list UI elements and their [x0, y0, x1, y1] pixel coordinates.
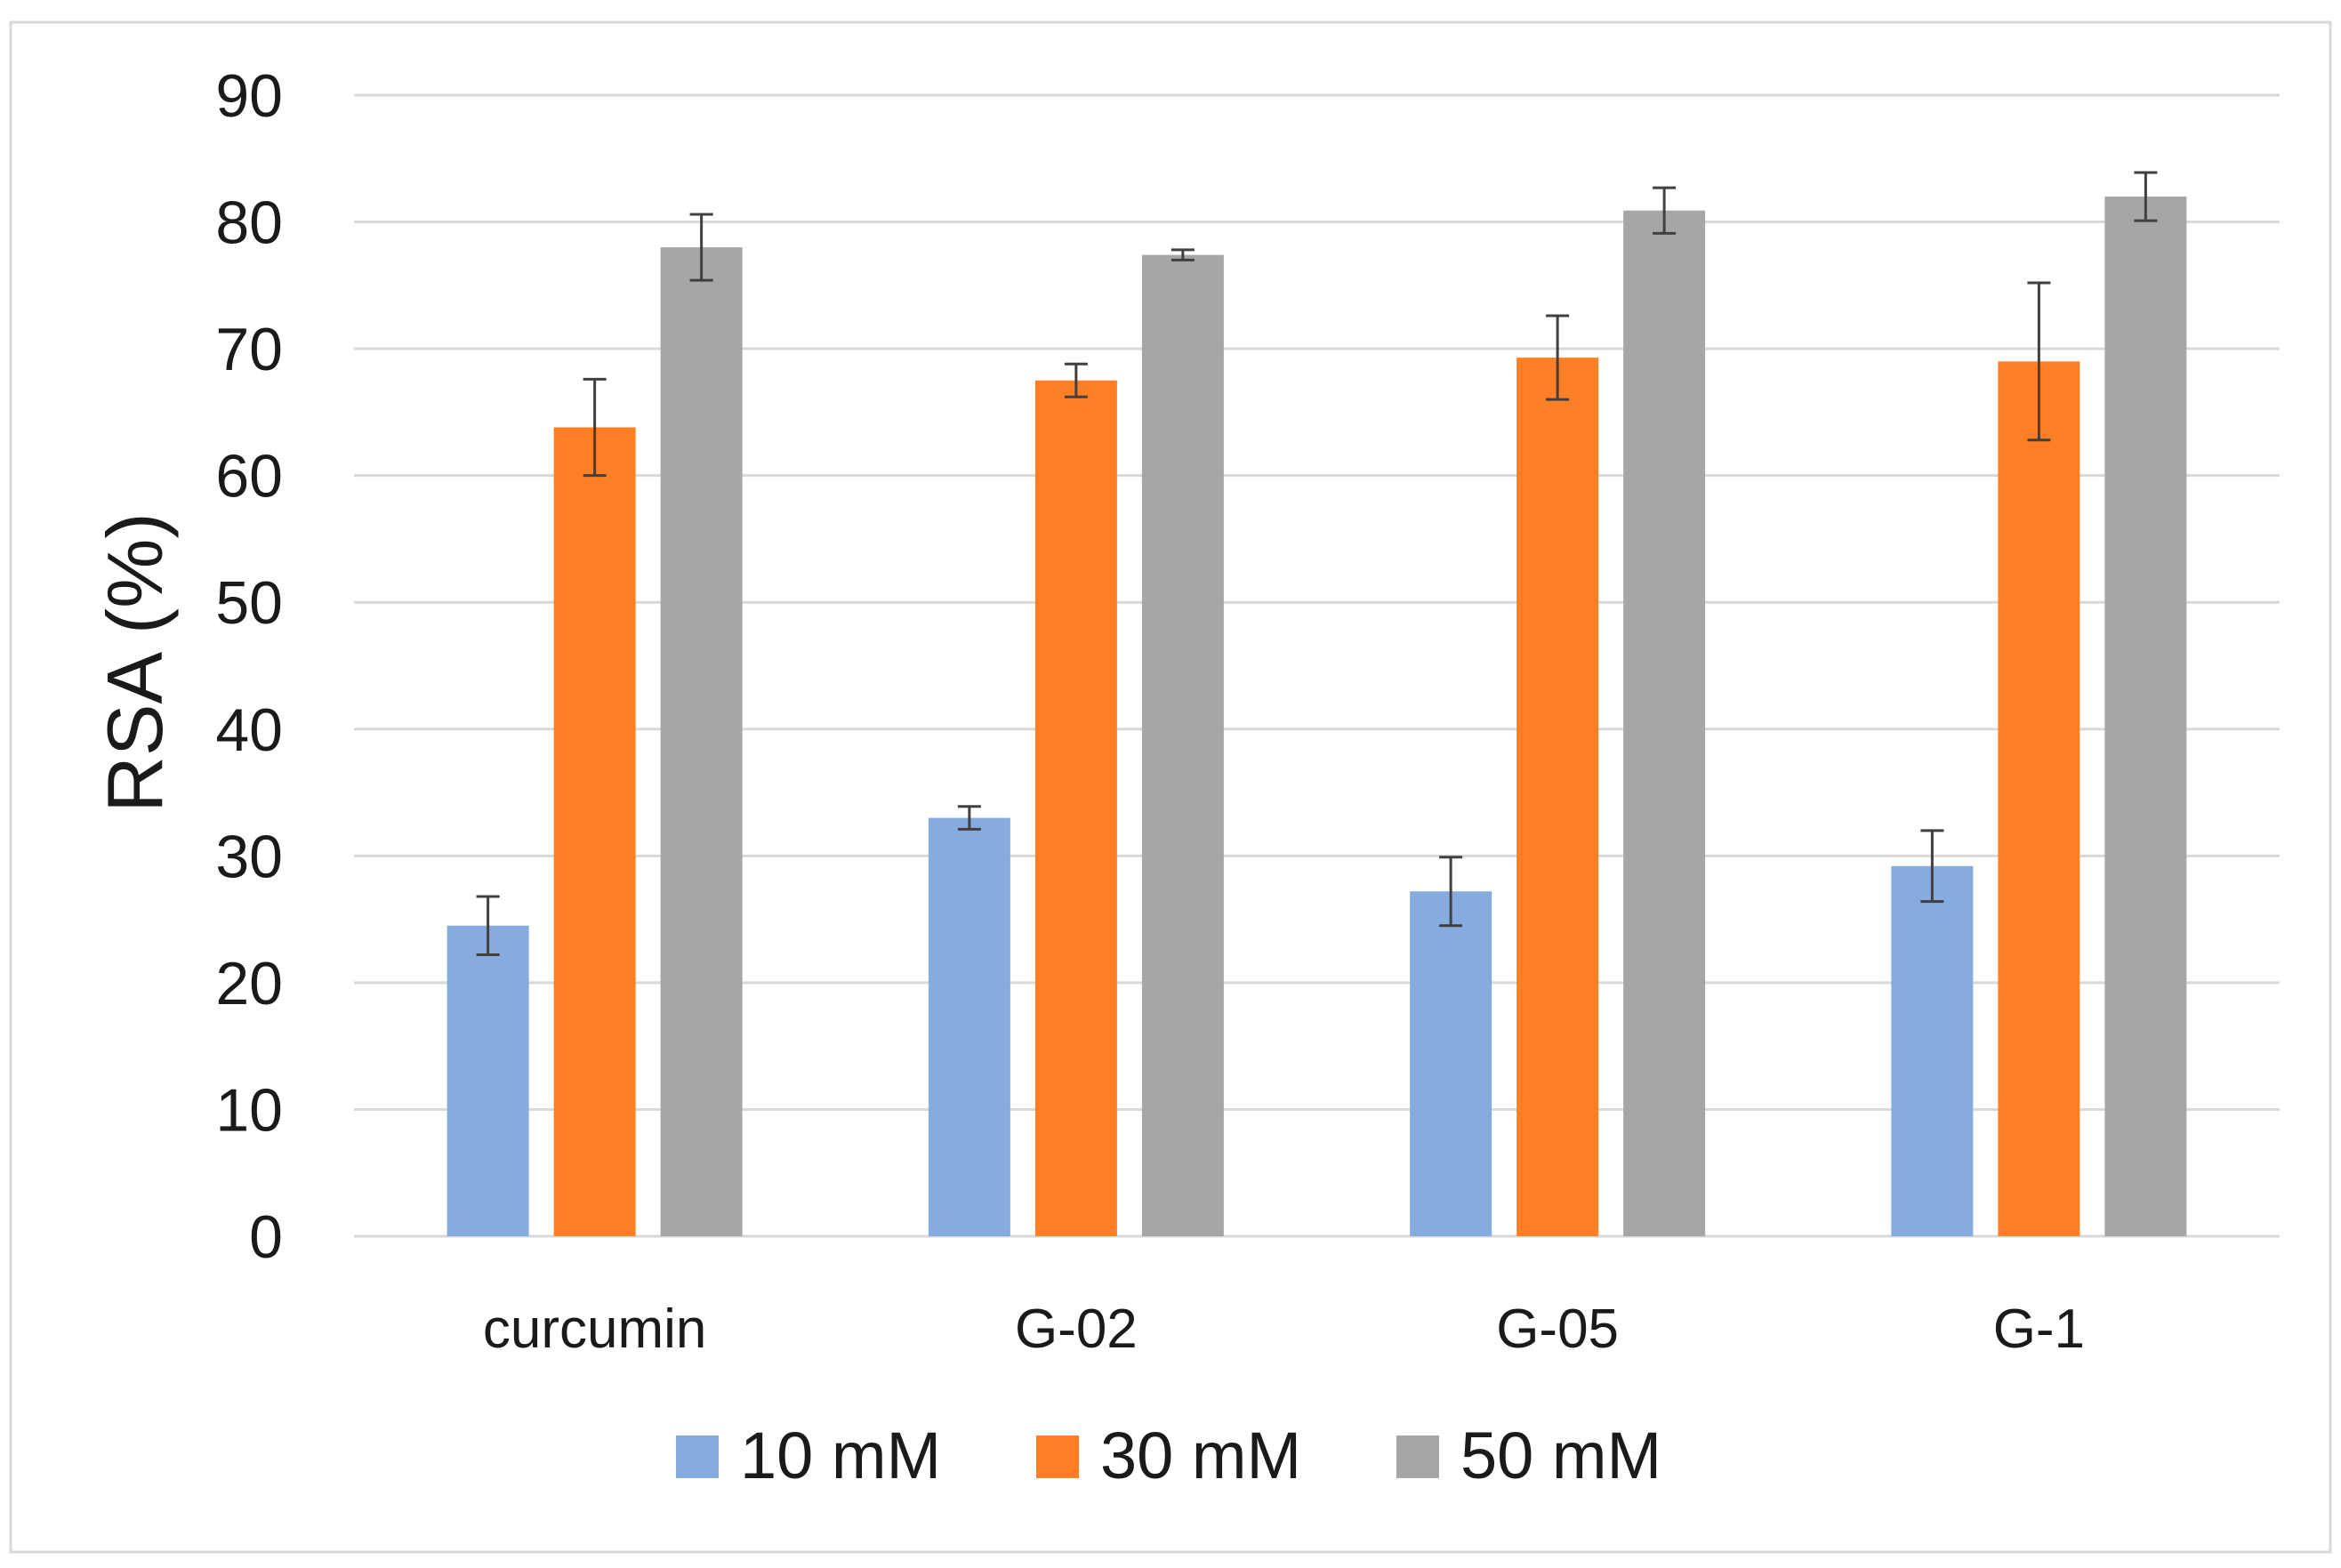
y-tick-label: 60	[215, 443, 283, 511]
bar-G-1-10mM	[1891, 865, 1974, 1236]
bar-curcumin-50mM	[660, 247, 743, 1237]
bar-G-02-30mM	[1034, 380, 1117, 1236]
error-bar-G-1-10mM	[1920, 829, 1944, 904]
y-tick-label: 70	[215, 316, 283, 383]
x-tick-label: G-1	[1993, 1299, 2085, 1360]
y-tick-labels: 0 10 20 30 40 50 60 70 80 90	[215, 62, 283, 1271]
legend-item: 10 mM	[676, 1419, 941, 1492]
legend-swatch	[676, 1435, 719, 1478]
legend-label: 50 mM	[1460, 1419, 1661, 1492]
error-bar-G-05-50mM	[1653, 186, 1677, 235]
bar-curcumin-30mM	[553, 427, 636, 1236]
error-bar-G-02-30mM	[1064, 362, 1088, 398]
bars	[446, 197, 2187, 1237]
error-bar-G-05-10mM	[1439, 856, 1463, 928]
y-tick-label: 30	[215, 823, 283, 890]
error-bar-curcumin-10mM	[476, 895, 500, 957]
bar-G-05-50mM	[1623, 210, 1706, 1236]
error-bar-G-1-50mM	[2134, 171, 2158, 222]
y-axis-label: RSA (%)	[91, 512, 179, 812]
y-tick-label: 40	[215, 696, 283, 764]
legend-item: 50 mM	[1396, 1419, 1661, 1492]
legend: 10 mM 30 mM 50 mM	[676, 1419, 1661, 1492]
error-bar-G-02-10mM	[957, 805, 981, 831]
bar-G-1-30mM	[1998, 361, 2080, 1236]
bar-curcumin-10mM	[446, 925, 529, 1236]
bar-G-1-50mM	[2104, 197, 2187, 1237]
bar-G-05-10mM	[1410, 891, 1492, 1236]
error-bar-curcumin-30mM	[583, 377, 607, 478]
y-tick-label: 80	[215, 189, 283, 257]
y-tick-label: 90	[215, 62, 283, 130]
error-bar-G-05-30mM	[1546, 314, 1570, 401]
x-tick-label: curcumin	[483, 1299, 707, 1360]
y-tick-label: 10	[215, 1076, 283, 1144]
bar-G-02-50mM	[1141, 254, 1224, 1236]
error-bar-G-02-50mM	[1170, 248, 1195, 261]
x-tick-labels: curcumin G-02 G-05 G-1	[483, 1299, 2085, 1360]
bar-G-02-10mM	[928, 817, 1010, 1236]
legend-swatch	[1396, 1435, 1439, 1478]
legend-label: 30 mM	[1100, 1419, 1301, 1492]
legend-swatch	[1036, 1435, 1079, 1478]
error-bar-curcumin-50mM	[689, 213, 713, 282]
y-tick-label: 50	[215, 569, 283, 637]
error-bar-G-1-30mM	[2027, 281, 2051, 442]
x-tick-label: G-05	[1496, 1299, 1619, 1360]
x-tick-label: G-02	[1015, 1299, 1138, 1360]
legend-label: 10 mM	[740, 1419, 941, 1492]
error-bars	[476, 171, 2158, 957]
y-tick-label: 0	[249, 1203, 283, 1271]
y-tick-label: 20	[215, 950, 283, 1017]
legend-item: 30 mM	[1036, 1419, 1301, 1492]
bar-G-05-30mM	[1516, 358, 1599, 1237]
